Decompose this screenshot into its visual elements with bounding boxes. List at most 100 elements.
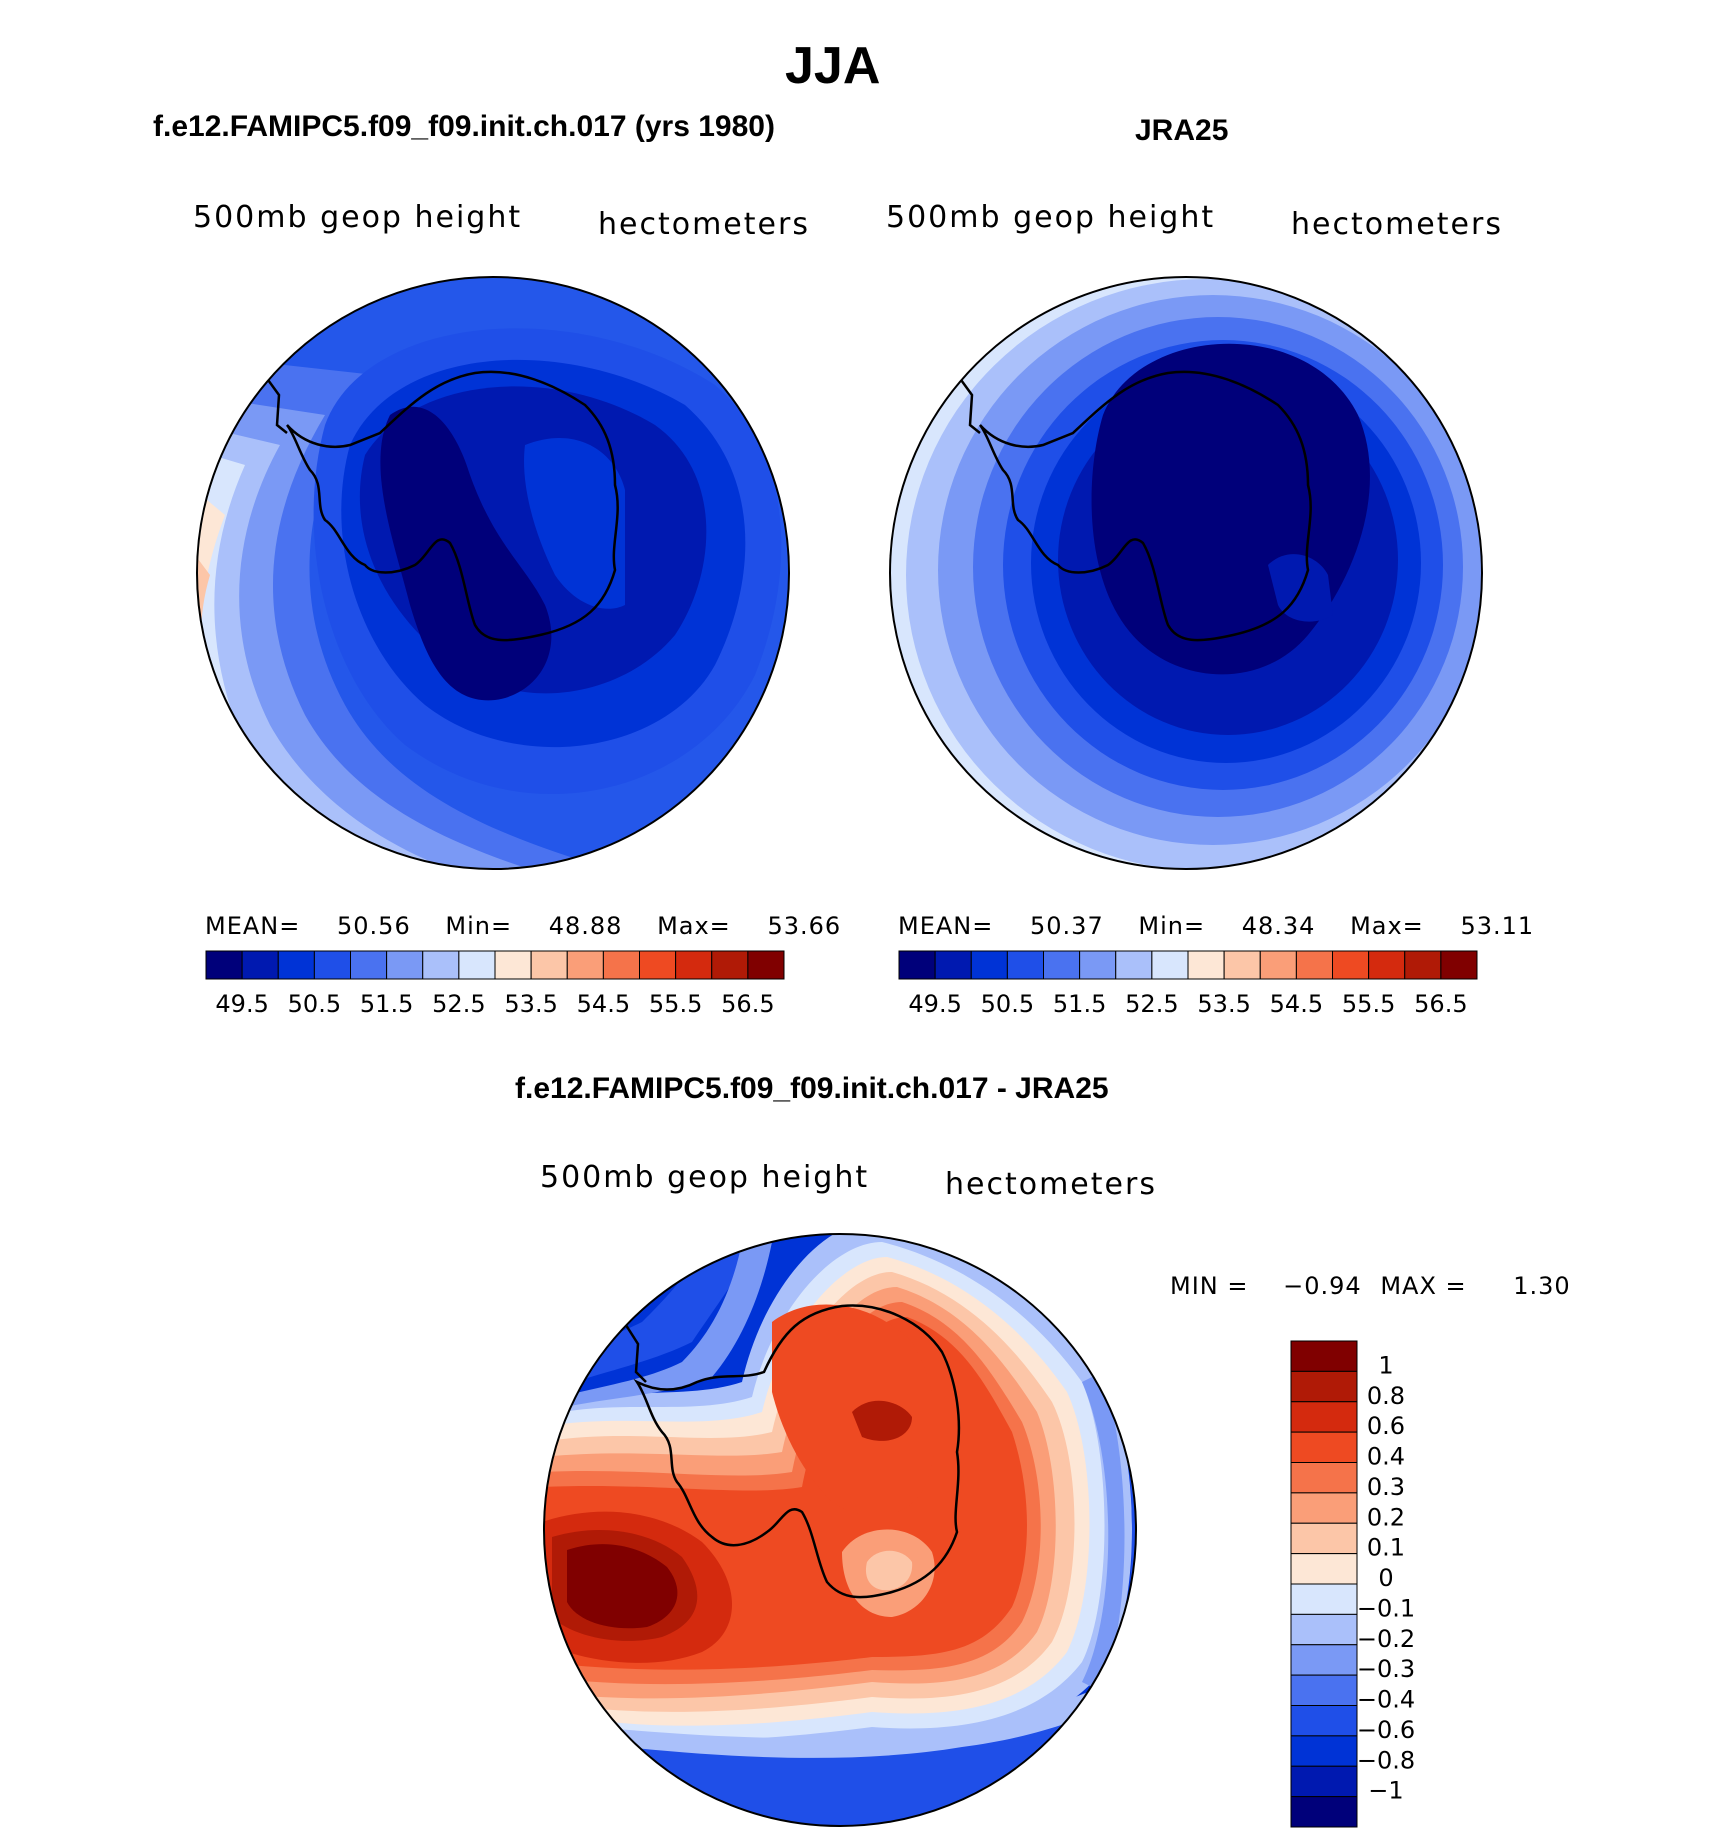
panel2-colorbar-tick-label: 55.5 bbox=[1342, 990, 1395, 1018]
panel1-colorbar-swatch bbox=[313, 950, 351, 980]
panel1-band-50-east bbox=[524, 437, 625, 609]
panel1-colorbar-tick-label: 56.5 bbox=[721, 990, 774, 1018]
panel3-band-0-1-east bbox=[865, 1550, 913, 1591]
panel1-polar-map bbox=[196, 276, 790, 870]
panel1-colorbar-swatch bbox=[566, 950, 604, 980]
panel2-colorbar-swatch bbox=[970, 950, 1008, 980]
panel3-peninsula-outline bbox=[622, 1321, 647, 1383]
panel2-max-label: Max= bbox=[1350, 912, 1424, 940]
panel3-stats: MIN = −0.94 MAX = 1.30 bbox=[1170, 1272, 1571, 1300]
panel1-colorbar-swatch bbox=[747, 950, 785, 980]
panel1-map-border bbox=[196, 276, 790, 870]
panel1-colorbar-tick-label: 54.5 bbox=[577, 990, 630, 1018]
panel2-antarctica-outline bbox=[978, 370, 1312, 642]
panel1-mean-value: 50.56 bbox=[337, 912, 411, 940]
panel2-colorbar-tick-label: 53.5 bbox=[1197, 990, 1250, 1018]
panel1-colorbar: 49.5 50.5 51.5 52.5 53.5 54.5 55.5 56.5 bbox=[205, 950, 785, 1018]
panel2-colorbar-swatch bbox=[1404, 950, 1442, 980]
panel2-colorbar-swatch bbox=[898, 950, 936, 980]
panel1-min-value: 48.88 bbox=[548, 912, 623, 940]
panel3-colorbar-tick-label: −0.8 bbox=[1357, 1746, 1415, 1774]
panel1-stats: MEAN= 50.56 Min= 48.88 Max= 53.66 bbox=[205, 912, 841, 940]
panel3-colorbar-tick-label: −0.4 bbox=[1357, 1686, 1415, 1714]
panel2-min-label: Min= bbox=[1138, 912, 1206, 940]
panel3-colorbar-tick-label: 0.1 bbox=[1367, 1534, 1405, 1562]
panel2-mean-value: 50.37 bbox=[1030, 912, 1104, 940]
panel3-colorbar-swatch bbox=[1290, 1522, 1358, 1555]
panel1-colorbar-tick-label: 52.5 bbox=[432, 990, 485, 1018]
panel3-colorbar-swatch bbox=[1290, 1370, 1358, 1403]
panel1-antarctica-outline bbox=[285, 370, 619, 642]
panel3-band-0-8-east bbox=[852, 1400, 912, 1441]
panel3-colorbar-tick-label: −0.6 bbox=[1357, 1716, 1415, 1744]
panel3-colorbar-swatch bbox=[1290, 1735, 1358, 1767]
panel3-colorbar-tick-label: 0.4 bbox=[1367, 1443, 1405, 1471]
panel2-colorbar: 49.5 50.5 51.5 52.5 53.5 54.5 55.5 56.5 bbox=[898, 950, 1478, 1018]
panel3-polar-map bbox=[543, 1233, 1137, 1827]
panel3-colorbar-swatch bbox=[1290, 1705, 1358, 1737]
panel2-colorbar-swatch bbox=[1332, 950, 1370, 980]
panel3-title: f.e12.FAMIPC5.f09_f09.init.ch.017 - JRA2… bbox=[515, 1072, 1109, 1105]
panel2-colorbar-swatch bbox=[1187, 950, 1225, 980]
panel2-map-border bbox=[889, 276, 1483, 870]
panel2-stats: MEAN= 50.37 Min= 48.34 Max= 53.11 bbox=[898, 912, 1534, 940]
panel3-colorbar-swatch bbox=[1290, 1796, 1358, 1828]
panel2-colorbar-tick-label: 50.5 bbox=[981, 990, 1034, 1018]
panel1-colorbar-tick-label: 51.5 bbox=[360, 990, 413, 1018]
panel2-max-value: 53.11 bbox=[1460, 912, 1535, 940]
panel2-units-label: hectometers bbox=[1291, 207, 1503, 242]
panel3-colorbar-swatch bbox=[1290, 1431, 1358, 1463]
panel1-peninsula-outline bbox=[261, 372, 288, 434]
panel3-antarctica-outline bbox=[633, 1304, 961, 1599]
panel1-colorbar-swatch bbox=[241, 950, 279, 980]
panel1-colorbar-swatch bbox=[711, 950, 749, 980]
panel2-colorbar-tick-label: 51.5 bbox=[1053, 990, 1106, 1018]
panel1-units-label: hectometers bbox=[598, 207, 810, 242]
panel3-colorbar: 1 0.80.6 0.40.30.2 0.10−0.1 −0.2−0.3 −0.4−0.6… bbox=[1290, 1340, 1415, 1828]
panel3-colorbar-tick-label: 0.3 bbox=[1367, 1473, 1405, 1501]
panel1-colorbar-swatch bbox=[530, 950, 568, 980]
panel3-map-border bbox=[543, 1233, 1137, 1827]
panel1-colorbar-tick-label: 55.5 bbox=[649, 990, 702, 1018]
panel3-units-label: hectometers bbox=[945, 1167, 1157, 1202]
panel3-colorbar-tick-label: 0.6 bbox=[1367, 1412, 1405, 1440]
panel3-band-neg0-3-east bbox=[1082, 1372, 1125, 1692]
panel1-min-label: Min= bbox=[445, 912, 513, 940]
panel3-colorbar-swatch bbox=[1290, 1613, 1358, 1646]
panel1-max-value: 53.66 bbox=[767, 912, 842, 940]
panel2-colorbar-swatch bbox=[1259, 950, 1297, 980]
panel3-colorbar-tick-label: −0.1 bbox=[1357, 1594, 1415, 1622]
panel3-colorbar-tick-label: −0.3 bbox=[1357, 1655, 1415, 1683]
panel1-title: f.e12.FAMIPC5.f09_f09.init.ch.017 (yrs 1… bbox=[153, 110, 775, 143]
panel1-colorbar-swatch bbox=[350, 950, 388, 980]
panel3-colorbar-swatch bbox=[1290, 1340, 1358, 1372]
panel2-title: JRA25 bbox=[1135, 114, 1229, 147]
panel3-colorbar-swatch bbox=[1290, 1674, 1358, 1706]
panel2-polar-map bbox=[889, 276, 1483, 870]
panel2-colorbar-swatch bbox=[1006, 950, 1044, 980]
panel2-colorbar-swatch bbox=[1223, 950, 1261, 980]
panel3-colorbar-swatch bbox=[1290, 1401, 1358, 1433]
panel1-colorbar-swatch bbox=[494, 950, 532, 980]
panel3-max-value: 1.30 bbox=[1513, 1272, 1571, 1300]
panel2-colorbar-swatch bbox=[1440, 950, 1478, 980]
panel2-colorbar-swatch bbox=[1295, 950, 1333, 980]
panel1-colorbar-swatch bbox=[639, 950, 677, 980]
panel3-colorbar-tick-label: 1 bbox=[1378, 1351, 1393, 1379]
panel3-band-max-west bbox=[567, 1544, 678, 1629]
panel1-colorbar-tick-label: 49.5 bbox=[215, 990, 268, 1018]
panel3-colorbar-tick-label: −1 bbox=[1368, 1777, 1403, 1805]
panel2-colorbar-swatch bbox=[1079, 950, 1117, 980]
panel3-colorbar-tick-label: 0.2 bbox=[1367, 1503, 1405, 1531]
panel3-colorbar-tick-label: 0 bbox=[1378, 1564, 1393, 1592]
panel1-band-49 bbox=[380, 406, 552, 701]
panel3-band-neg0-2-south bbox=[544, 1672, 1136, 1758]
panel3-colorbar-swatch bbox=[1290, 1583, 1358, 1615]
panel2-colorbar-swatch bbox=[934, 950, 972, 980]
figure-title: JJA bbox=[785, 37, 881, 95]
panel1-colorbar-swatch bbox=[602, 950, 640, 980]
panel1-colorbar-swatch bbox=[386, 950, 424, 980]
panel3-max-label: MAX = bbox=[1380, 1272, 1467, 1300]
panel3-colorbar-tick-label: −0.2 bbox=[1357, 1625, 1415, 1653]
panel3-colorbar-tick-label: 0.8 bbox=[1367, 1382, 1405, 1410]
